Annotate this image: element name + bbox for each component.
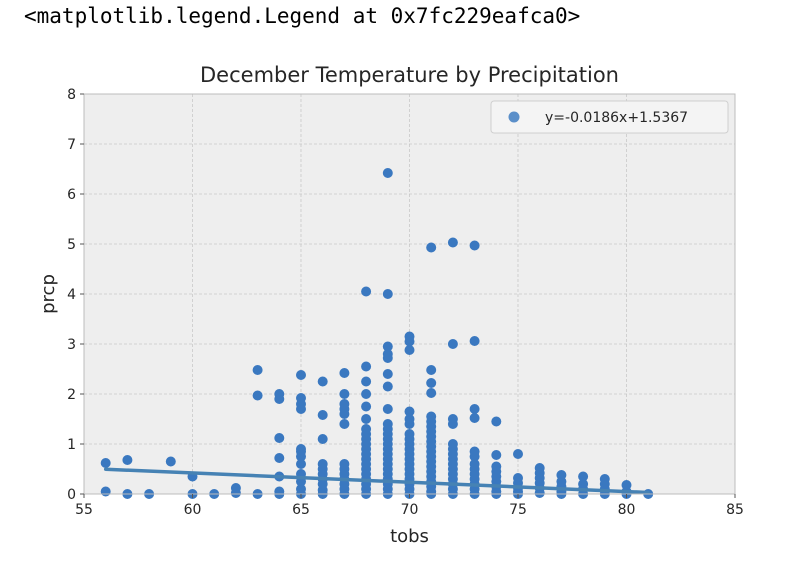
data-point — [274, 394, 285, 404]
data-point — [404, 345, 415, 355]
data-point — [578, 471, 589, 482]
data-points — [100, 168, 654, 499]
data-point — [317, 434, 328, 444]
y-tick-label: 7 — [67, 137, 76, 153]
y-axis-label: prcp — [38, 274, 59, 314]
data-point — [252, 390, 263, 401]
data-point — [296, 370, 306, 380]
x-tick-label: 55 — [75, 502, 93, 518]
data-point — [426, 388, 437, 398]
data-point — [230, 488, 241, 498]
legend: y=-0.0186x+1.5367 — [490, 100, 729, 134]
data-point — [361, 414, 372, 424]
x-tick-label: 85 — [726, 502, 744, 518]
data-point — [382, 404, 393, 414]
data-point — [404, 419, 415, 429]
y-tick-label: 3 — [67, 337, 76, 353]
data-point — [296, 459, 306, 469]
data-point — [317, 410, 328, 420]
data-point — [165, 456, 176, 467]
x-tick-label: 80 — [618, 502, 636, 518]
y-axis-ticks: 0 1 2 3 4 5 6 7 8 — [67, 87, 84, 503]
data-point — [426, 365, 437, 375]
y-tick-label: 8 — [67, 87, 76, 103]
data-point — [382, 381, 393, 392]
y-tick-label: 0 — [67, 487, 76, 503]
data-point — [296, 404, 306, 414]
data-point — [317, 376, 328, 387]
chart-title: December Temperature by Precipitation — [200, 63, 619, 87]
data-point — [100, 458, 111, 468]
data-point — [274, 433, 285, 443]
data-point — [361, 376, 372, 387]
data-point — [296, 451, 306, 462]
y-tick-label: 2 — [67, 387, 76, 403]
x-axis-ticks: 55 60 65 70 75 80 85 — [75, 494, 744, 518]
x-tick-label: 60 — [184, 502, 202, 518]
legend-marker — [508, 111, 520, 123]
data-point — [274, 453, 285, 463]
y-tick-label: 5 — [67, 237, 76, 253]
data-point — [382, 341, 393, 352]
data-point — [469, 404, 480, 414]
data-point — [382, 168, 393, 178]
data-point — [100, 486, 111, 497]
data-point — [361, 401, 372, 412]
data-point — [469, 451, 480, 462]
x-tick-label: 75 — [509, 502, 527, 518]
data-point — [122, 455, 133, 465]
x-tick-label: 70 — [401, 502, 419, 518]
data-point — [426, 378, 437, 388]
data-point — [382, 369, 393, 379]
y-tick-label: 4 — [67, 287, 76, 303]
y-tick-label: 1 — [67, 437, 76, 453]
cell-output-text: <matplotlib.legend.Legend at 0x7fc229eaf… — [24, 4, 581, 28]
data-point — [447, 237, 458, 248]
data-point — [426, 242, 437, 253]
data-point — [382, 353, 393, 363]
x-tick-label: 65 — [292, 502, 310, 518]
data-point — [404, 406, 415, 417]
data-point — [252, 365, 263, 375]
data-point — [339, 368, 350, 378]
data-point — [339, 409, 350, 419]
data-point — [404, 336, 415, 347]
y-tick-label: 6 — [67, 187, 76, 203]
legend-box — [490, 100, 729, 134]
data-point — [361, 286, 372, 297]
data-point — [339, 419, 350, 429]
x-axis-label: tobs — [390, 526, 429, 547]
data-point — [469, 336, 480, 346]
data-point — [447, 419, 458, 429]
data-point — [491, 416, 502, 427]
data-point — [469, 413, 480, 423]
data-point — [361, 389, 372, 399]
data-point — [382, 289, 393, 299]
data-point — [339, 389, 350, 399]
data-point — [361, 361, 372, 372]
data-point — [469, 240, 480, 251]
data-point — [447, 339, 458, 349]
regression-line — [103, 467, 650, 495]
data-point — [491, 450, 502, 460]
legend-entry: y=-0.0186x+1.5367 — [545, 110, 688, 126]
data-point — [513, 449, 523, 459]
data-point — [534, 488, 545, 498]
